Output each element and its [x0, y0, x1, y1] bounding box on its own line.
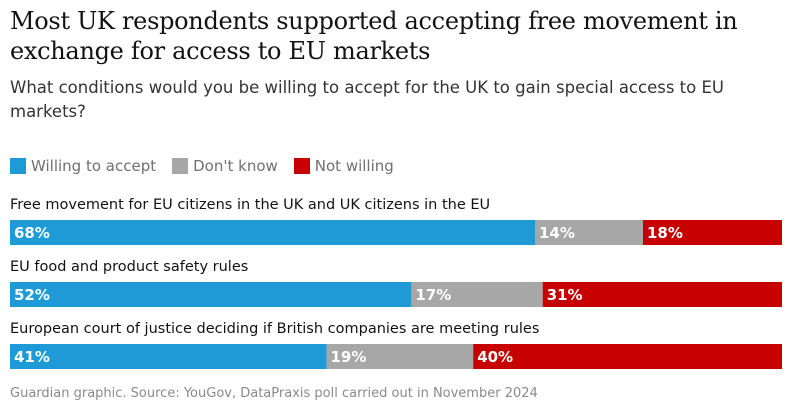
chart-subtitle: What conditions would you be willing to …	[10, 78, 724, 121]
data-label-not-willing: 31%	[547, 286, 583, 304]
bar-segment-not-willing	[473, 344, 782, 369]
legend-label-willing: Willing to accept	[31, 157, 157, 175]
bar-segment-willing	[10, 344, 327, 369]
data-label-dont-know: 19%	[331, 348, 367, 366]
legend-swatch-dont-know	[172, 158, 189, 174]
bar-segment-not-willing	[643, 220, 782, 245]
legend-item-not-willing: Not willing	[293, 157, 394, 175]
bar-segment-willing	[10, 282, 412, 307]
row-label: Free movement for EU citizens in the UK …	[10, 197, 490, 213]
legend-item-willing: Willing to accept	[10, 157, 156, 175]
legend-item-dont-know: Don't know	[172, 157, 278, 175]
chart-title: Most UK respondents supported accepting …	[10, 7, 738, 65]
bar-segment-dont-know	[535, 220, 644, 245]
legend-swatch-willing	[10, 158, 26, 174]
source-note: Guardian graphic. Source: YouGov, DataPr…	[10, 386, 538, 401]
bar-segment-willing	[10, 220, 535, 245]
data-label-not-willing: 40%	[477, 348, 513, 366]
bar-row: European court of justice deciding if Br…	[10, 321, 782, 369]
data-label-willing: 41%	[14, 348, 50, 366]
legend-label-dont-know: Don't know	[193, 157, 278, 175]
legend-swatch-not-willing	[293, 158, 310, 174]
bar-segment-dont-know	[326, 344, 474, 369]
row-label: European court of justice deciding if Br…	[10, 321, 539, 337]
data-label-not-willing: 18%	[647, 224, 683, 242]
bar-row: EU food and product safety rules 52% 17% 31…	[10, 259, 782, 307]
legend-label-not-willing: Not willing	[314, 157, 394, 175]
bar-row: Free movement for EU citizens in the UK …	[10, 197, 782, 245]
data-label-willing: 68%	[14, 224, 50, 242]
data-label-dont-know: 14%	[539, 224, 575, 242]
bar-segment-dont-know	[411, 282, 543, 307]
row-label: EU food and product safety rules	[10, 259, 248, 275]
data-label-dont-know: 17%	[415, 286, 451, 304]
bar-segment-not-willing	[542, 282, 782, 307]
data-label-willing: 52%	[14, 286, 50, 304]
legend: Willing to accept Don't know Not willing	[10, 156, 410, 176]
stacked-bar-chart: Free movement for EU citizens in the UK …	[10, 197, 782, 369]
